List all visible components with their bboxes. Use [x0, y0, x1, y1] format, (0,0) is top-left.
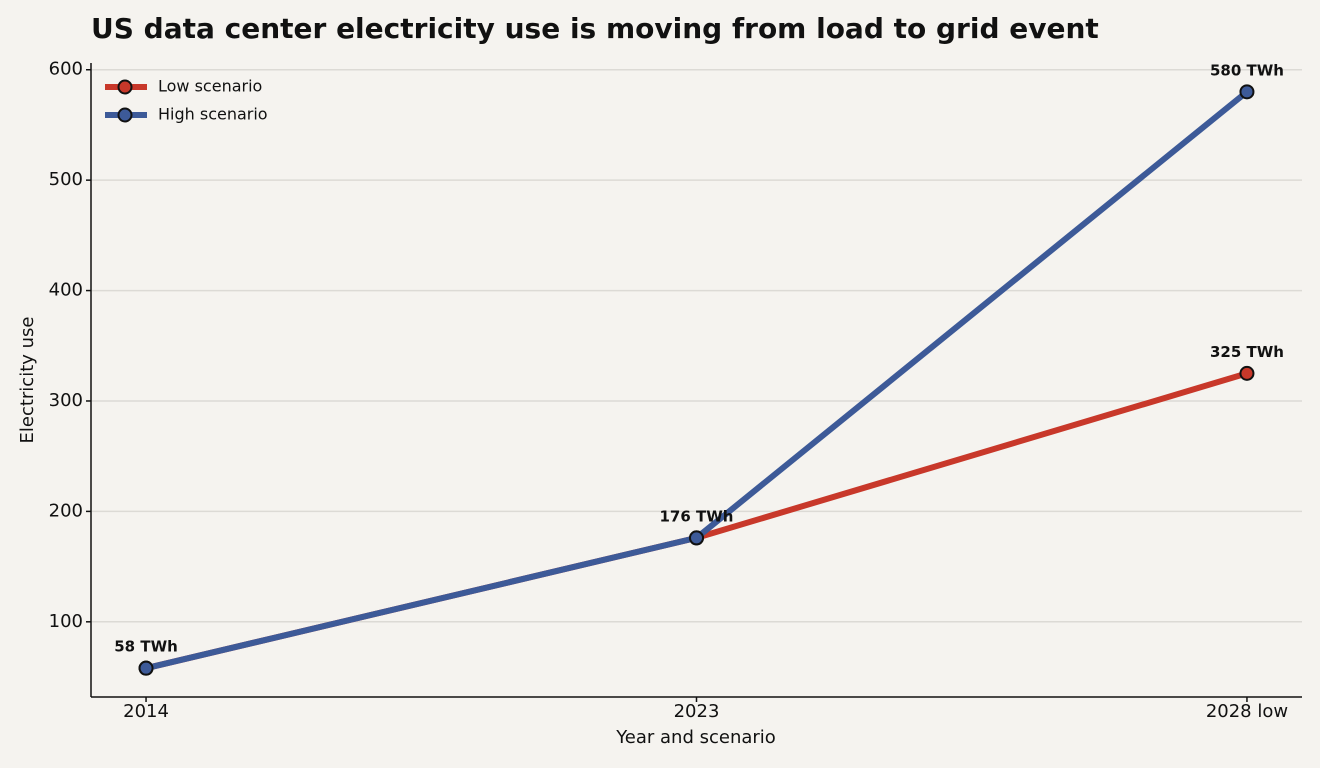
x-tick-label: 2014 [123, 701, 169, 722]
point [689, 530, 704, 546]
point [1239, 365, 1255, 381]
x-axis-label: Year and scenario [615, 727, 776, 748]
point [138, 660, 154, 676]
y-tick-label: 300 [49, 390, 83, 411]
y-tick-label: 400 [49, 280, 83, 301]
legend-label: High scenario [158, 105, 268, 124]
series-line [145, 89, 1249, 672]
legend-label: Low scenario [158, 77, 262, 96]
x-tick-label: 2028 low [1206, 701, 1288, 722]
data-label: 58 TWh [114, 638, 178, 656]
y-tick-label: 500 [49, 169, 83, 190]
grid [91, 68, 1302, 623]
data-label: 580 TWh [1210, 61, 1284, 79]
data-label: 325 TWh [1210, 343, 1284, 361]
chart-title: US data center electricity use is moving… [91, 12, 1099, 45]
point [1239, 84, 1255, 100]
data-label: 176 TWh [660, 507, 734, 525]
y-tick-label: 200 [49, 500, 83, 521]
legend-marker [117, 107, 133, 123]
y-axis-label: Electricity use [17, 317, 38, 444]
x-tick-label: 2023 [674, 701, 720, 722]
y-tick-label: 100 [49, 611, 83, 632]
y-tick-label: 600 [49, 59, 83, 80]
legend-marker [117, 79, 133, 95]
